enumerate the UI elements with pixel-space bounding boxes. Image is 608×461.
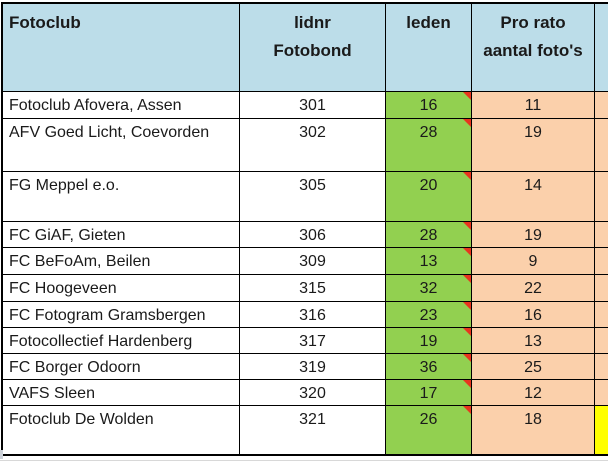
cell-leden[interactable]: 23 [386,302,472,328]
cell-pro-rato[interactable]: 9 [472,248,595,275]
cell-pro-rato[interactable]: 14 [472,172,595,222]
cell-pro-rato[interactable]: 19 [472,119,595,172]
cell-lidnr[interactable]: 309 [240,248,386,275]
table-row: FC Borger Odoorn 319 36 25 [3,354,608,380]
cell-fotoclub[interactable]: Fotoclub De Wolden [3,406,240,454]
cell-leden[interactable]: 20 [386,172,472,222]
cell-lidnr[interactable]: 320 [240,380,386,406]
header-cell-overflow-sliver [595,4,608,92]
header-row: Fotoclub lidnr Fotobond leden Pro rato a… [3,4,608,92]
table-row: AFV Goed Licht, Coevorden 302 28 19 [3,119,608,172]
cell-fotoclub[interactable]: FC BeFoAm, Beilen [3,248,240,275]
cell-overflow-sliver [595,275,608,302]
leden-value: 36 [419,359,438,376]
cell-overflow-sliver [595,248,608,275]
leden-value: 26 [419,411,438,428]
cell-overflow-sliver [595,119,608,172]
cell-fotoclub[interactable]: FC Fotogram Gramsbergen [3,302,240,328]
cell-overflow-sliver [595,380,608,406]
leden-value: 28 [419,227,438,244]
cell-pro-rato[interactable]: 11 [472,92,595,119]
cell-pro-rato[interactable]: 25 [472,354,595,380]
cell-leden[interactable]: 32 [386,275,472,302]
cell-lidnr[interactable]: 306 [240,222,386,248]
cell-fotoclub[interactable]: FC Borger Odoorn [3,354,240,380]
comment-indicator-icon [463,302,471,310]
cell-fotoclub[interactable]: AFV Goed Licht, Coevorden [3,119,240,172]
cell-lidnr[interactable]: 316 [240,302,386,328]
header-cell-pro-rato[interactable]: Pro rato aantal foto's [472,4,595,92]
comment-indicator-icon [463,406,471,414]
cell-lidnr[interactable]: 302 [240,119,386,172]
comment-indicator-icon [463,248,471,256]
leden-value: 23 [419,307,438,324]
comment-indicator-icon [463,119,471,127]
table-row: FC GiAF, Gieten 306 28 19 [3,222,608,248]
table-row: Fotoclub De Wolden 321 26 18 [3,406,608,454]
cell-lidnr[interactable]: 301 [240,92,386,119]
cell-pro-rato[interactable]: 16 [472,302,595,328]
cell-overflow-sliver [595,302,608,328]
cell-leden[interactable]: 17 [386,380,472,406]
cell-pro-rato[interactable]: 18 [472,406,595,454]
header-cell-leden[interactable]: leden [386,4,472,92]
cell-fotoclub[interactable]: FC Hoogeveen [3,275,240,302]
header-cell-lidnr-fotobond[interactable]: lidnr Fotobond [240,4,386,92]
comment-indicator-icon [463,275,471,283]
cell-lidnr[interactable]: 319 [240,354,386,380]
cell-fotoclub[interactable]: VAFS Sleen [3,380,240,406]
comment-indicator-icon [463,172,471,180]
cell-overflow-sliver [595,172,608,222]
cell-leden[interactable]: 13 [386,248,472,275]
row-header-edge-mark [0,450,3,459]
leden-value: 17 [419,385,438,402]
leden-value: 32 [419,280,438,297]
leden-value: 16 [419,97,438,114]
comment-indicator-icon [463,328,471,336]
cell-leden[interactable]: 19 [386,328,472,354]
table-row: FG Meppel e.o. 305 20 14 [3,172,608,222]
cell-leden[interactable]: 28 [386,119,472,172]
cell-lidnr[interactable]: 317 [240,328,386,354]
cell-overflow-sliver [595,328,608,354]
cell-leden[interactable]: 26 [386,406,472,454]
leden-value: 13 [419,253,438,270]
leden-value: 28 [419,124,438,141]
cell-leden[interactable]: 36 [386,354,472,380]
cell-leden[interactable]: 28 [386,222,472,248]
table-row: FC BeFoAm, Beilen 309 13 9 [3,248,608,275]
cell-overflow-sliver [595,354,608,380]
table-row: VAFS Sleen 320 17 12 [3,380,608,406]
cell-lidnr[interactable]: 315 [240,275,386,302]
cell-pro-rato[interactable]: 19 [472,222,595,248]
cell-fotoclub[interactable]: Fotocollectief Hardenberg [3,328,240,354]
header-cell-fotoclub[interactable]: Fotoclub [3,4,240,92]
comment-indicator-icon [463,354,471,362]
comment-indicator-icon [463,92,471,100]
cell-pro-rato[interactable]: 12 [472,380,595,406]
cell-fotoclub[interactable]: FG Meppel e.o. [3,172,240,222]
leden-value: 20 [419,177,438,194]
cell-fotoclub[interactable]: FC GiAF, Gieten [3,222,240,248]
comment-indicator-icon [463,222,471,230]
comment-indicator-icon [463,380,471,388]
cell-pro-rato[interactable]: 22 [472,275,595,302]
cell-leden[interactable]: 16 [386,92,472,119]
cell-overflow-sliver [595,222,608,248]
leden-value: 19 [419,333,438,350]
cell-fotoclub[interactable]: Fotoclub Afovera, Assen [3,92,240,119]
table-row: FC Hoogeveen 315 32 22 [3,275,608,302]
cell-lidnr[interactable]: 321 [240,406,386,454]
cell-pro-rato[interactable]: 13 [472,328,595,354]
table-row: FC Fotogram Gramsbergen 316 23 16 [3,302,608,328]
table-row: Fotocollectief Hardenberg 317 19 13 [3,328,608,354]
cell-lidnr[interactable]: 305 [240,172,386,222]
cell-overflow-sliver [595,92,608,119]
table-row: Fotoclub Afovera, Assen 301 16 11 [3,92,608,119]
cell-overflow-sliver-highlighted [595,406,608,454]
